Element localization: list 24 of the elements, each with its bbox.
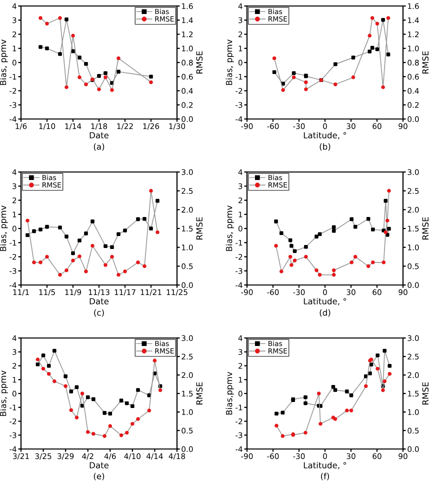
text: (c)	[94, 309, 104, 317]
x-axis-title: Latitude, °	[304, 298, 346, 306]
y2-axis-title: RMSE	[422, 382, 429, 404]
text: (e)	[94, 472, 104, 480]
y2-axis-title: RMSE	[422, 51, 429, 74]
x-axis-title: Date	[90, 298, 109, 304]
text: (d)	[320, 309, 330, 317]
x-axis-title: Date	[90, 132, 109, 138]
y-axis-title: Bias, ppmv	[226, 40, 234, 85]
y2-axis-title: RMSE	[196, 382, 203, 404]
y-axis-title: Bias, ppmv	[0, 370, 8, 416]
text: (b)	[320, 143, 330, 151]
y-axis-title: Bias, ppmv	[226, 206, 234, 251]
y2-axis-title: RMSE	[422, 217, 429, 240]
text: (f)	[321, 472, 329, 480]
y-axis-title: Bias, ppmv	[0, 206, 8, 251]
y2-axis-title: RMSE	[196, 51, 203, 74]
x-axis-title: Date	[90, 462, 109, 468]
y2-axis-title: RMSE	[196, 217, 203, 240]
x-axis-title: Latitude, °	[304, 462, 346, 470]
y-axis-title: Bias,ppmv	[226, 372, 234, 415]
text: (a)	[94, 143, 104, 151]
y-axis-title: Bias, ppmv	[0, 40, 8, 85]
x-axis-title: Latitude, °	[304, 132, 346, 140]
